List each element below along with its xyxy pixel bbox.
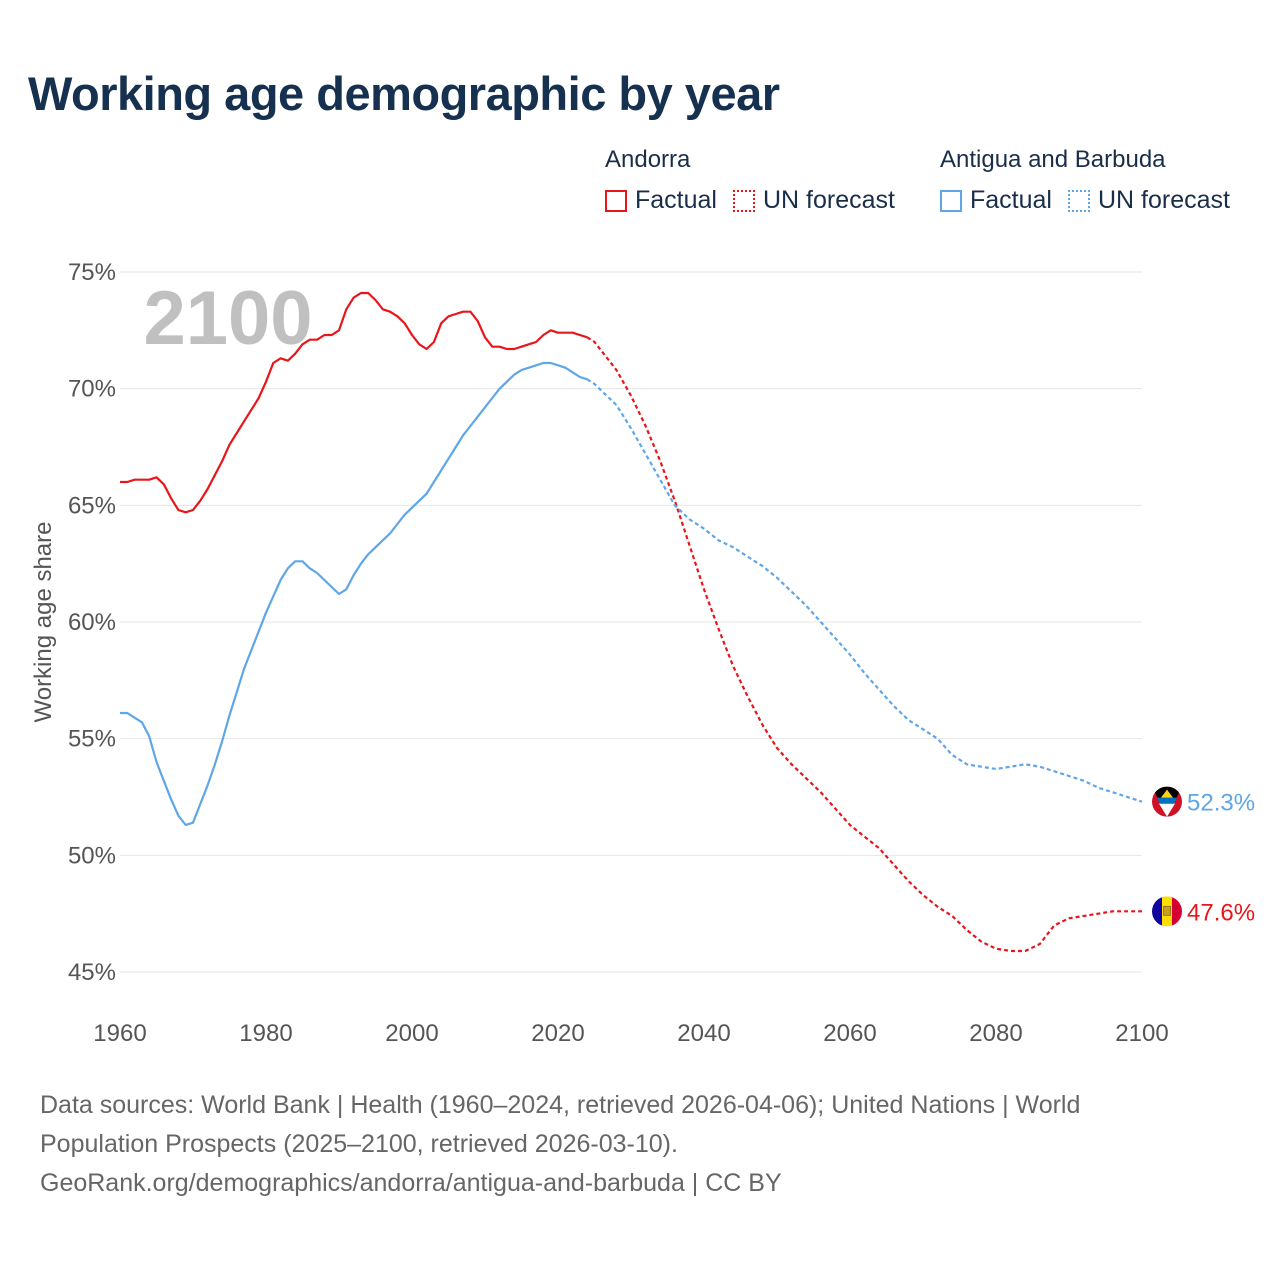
legend-antigua-factual[interactable]: Factual bbox=[940, 186, 1052, 215]
x-tick-label: 2020 bbox=[531, 1020, 584, 1047]
legend-antigua-forecast[interactable]: UN forecast bbox=[1067, 186, 1230, 215]
legend-andorra-factual[interactable]: Factual bbox=[605, 186, 717, 215]
y-axis-label: Working age share bbox=[30, 522, 57, 723]
legend-group-antigua: Antigua and Barbuda Factual UN forecast bbox=[940, 144, 1246, 215]
legend-swatch-solid bbox=[605, 189, 627, 212]
y-tick-label: 65% bbox=[68, 492, 116, 519]
end-value-label: 52.3% bbox=[1187, 790, 1255, 817]
x-tick-label: 1960 bbox=[93, 1020, 146, 1047]
y-tick-label: 50% bbox=[68, 842, 116, 869]
legend-label: UN forecast bbox=[762, 186, 895, 214]
legend-label: UN forecast bbox=[1097, 186, 1230, 214]
legend-group-name: Andorra bbox=[605, 146, 691, 173]
series-line-antigua-and-barbuda-factual[interactable] bbox=[120, 361, 588, 827]
series-line-andorra-forecast[interactable] bbox=[586, 336, 1142, 953]
footer: Data sources: World Bank | Health (1960–… bbox=[40, 1086, 1240, 1203]
footer-source-line-1: Data sources: World Bank | Health (1960–… bbox=[40, 1091, 1081, 1119]
end-value-label: 47.6% bbox=[1187, 899, 1255, 926]
y-tick-label: 55% bbox=[68, 726, 116, 753]
y-tick-label: 60% bbox=[68, 609, 116, 636]
legend-swatch-dotted bbox=[732, 189, 755, 212]
legend-group-name: Antigua and Barbuda bbox=[940, 146, 1166, 173]
legend-label: Factual bbox=[635, 186, 717, 214]
year-watermark: 2100 bbox=[143, 276, 312, 361]
x-tick-label: 1980 bbox=[239, 1020, 292, 1047]
legend-swatch-solid bbox=[940, 189, 962, 212]
footer-source-line-2: Population Prospects (2025–2100, retriev… bbox=[40, 1130, 678, 1158]
x-tick-label: 2100 bbox=[1115, 1020, 1168, 1047]
y-tick-label: 45% bbox=[68, 959, 116, 986]
legend-andorra-forecast[interactable]: UN forecast bbox=[732, 186, 895, 215]
x-tick-label: 2060 bbox=[823, 1020, 876, 1047]
x-tick-label: 2040 bbox=[677, 1020, 730, 1047]
antigua-and-barbuda-flag-icon bbox=[1152, 786, 1182, 817]
legend-swatch-dotted bbox=[1067, 189, 1090, 212]
y-tick-label: 75% bbox=[68, 259, 116, 286]
andorra-flag-icon bbox=[1152, 896, 1182, 927]
footer-attribution[interactable]: GeoRank.org/demographics/andorra/antigua… bbox=[40, 1169, 782, 1197]
series-line-andorra-factual[interactable] bbox=[120, 291, 588, 514]
line-chart: 2100 45% 50% 55% 60% 65% 70% 75% 1960 1980 2000 2… bbox=[30, 259, 1255, 1047]
x-tick-label: 2000 bbox=[385, 1020, 438, 1047]
y-tick-label: 70% bbox=[68, 376, 116, 403]
legend-label: Factual bbox=[970, 186, 1052, 214]
chart-title: Working age demographic by year bbox=[28, 67, 780, 120]
legend-group-andorra: Andorra Factual UN forecast bbox=[605, 144, 911, 215]
series-line-antigua-and-barbuda-forecast[interactable] bbox=[586, 378, 1143, 803]
x-tick-label: 2080 bbox=[969, 1020, 1022, 1047]
